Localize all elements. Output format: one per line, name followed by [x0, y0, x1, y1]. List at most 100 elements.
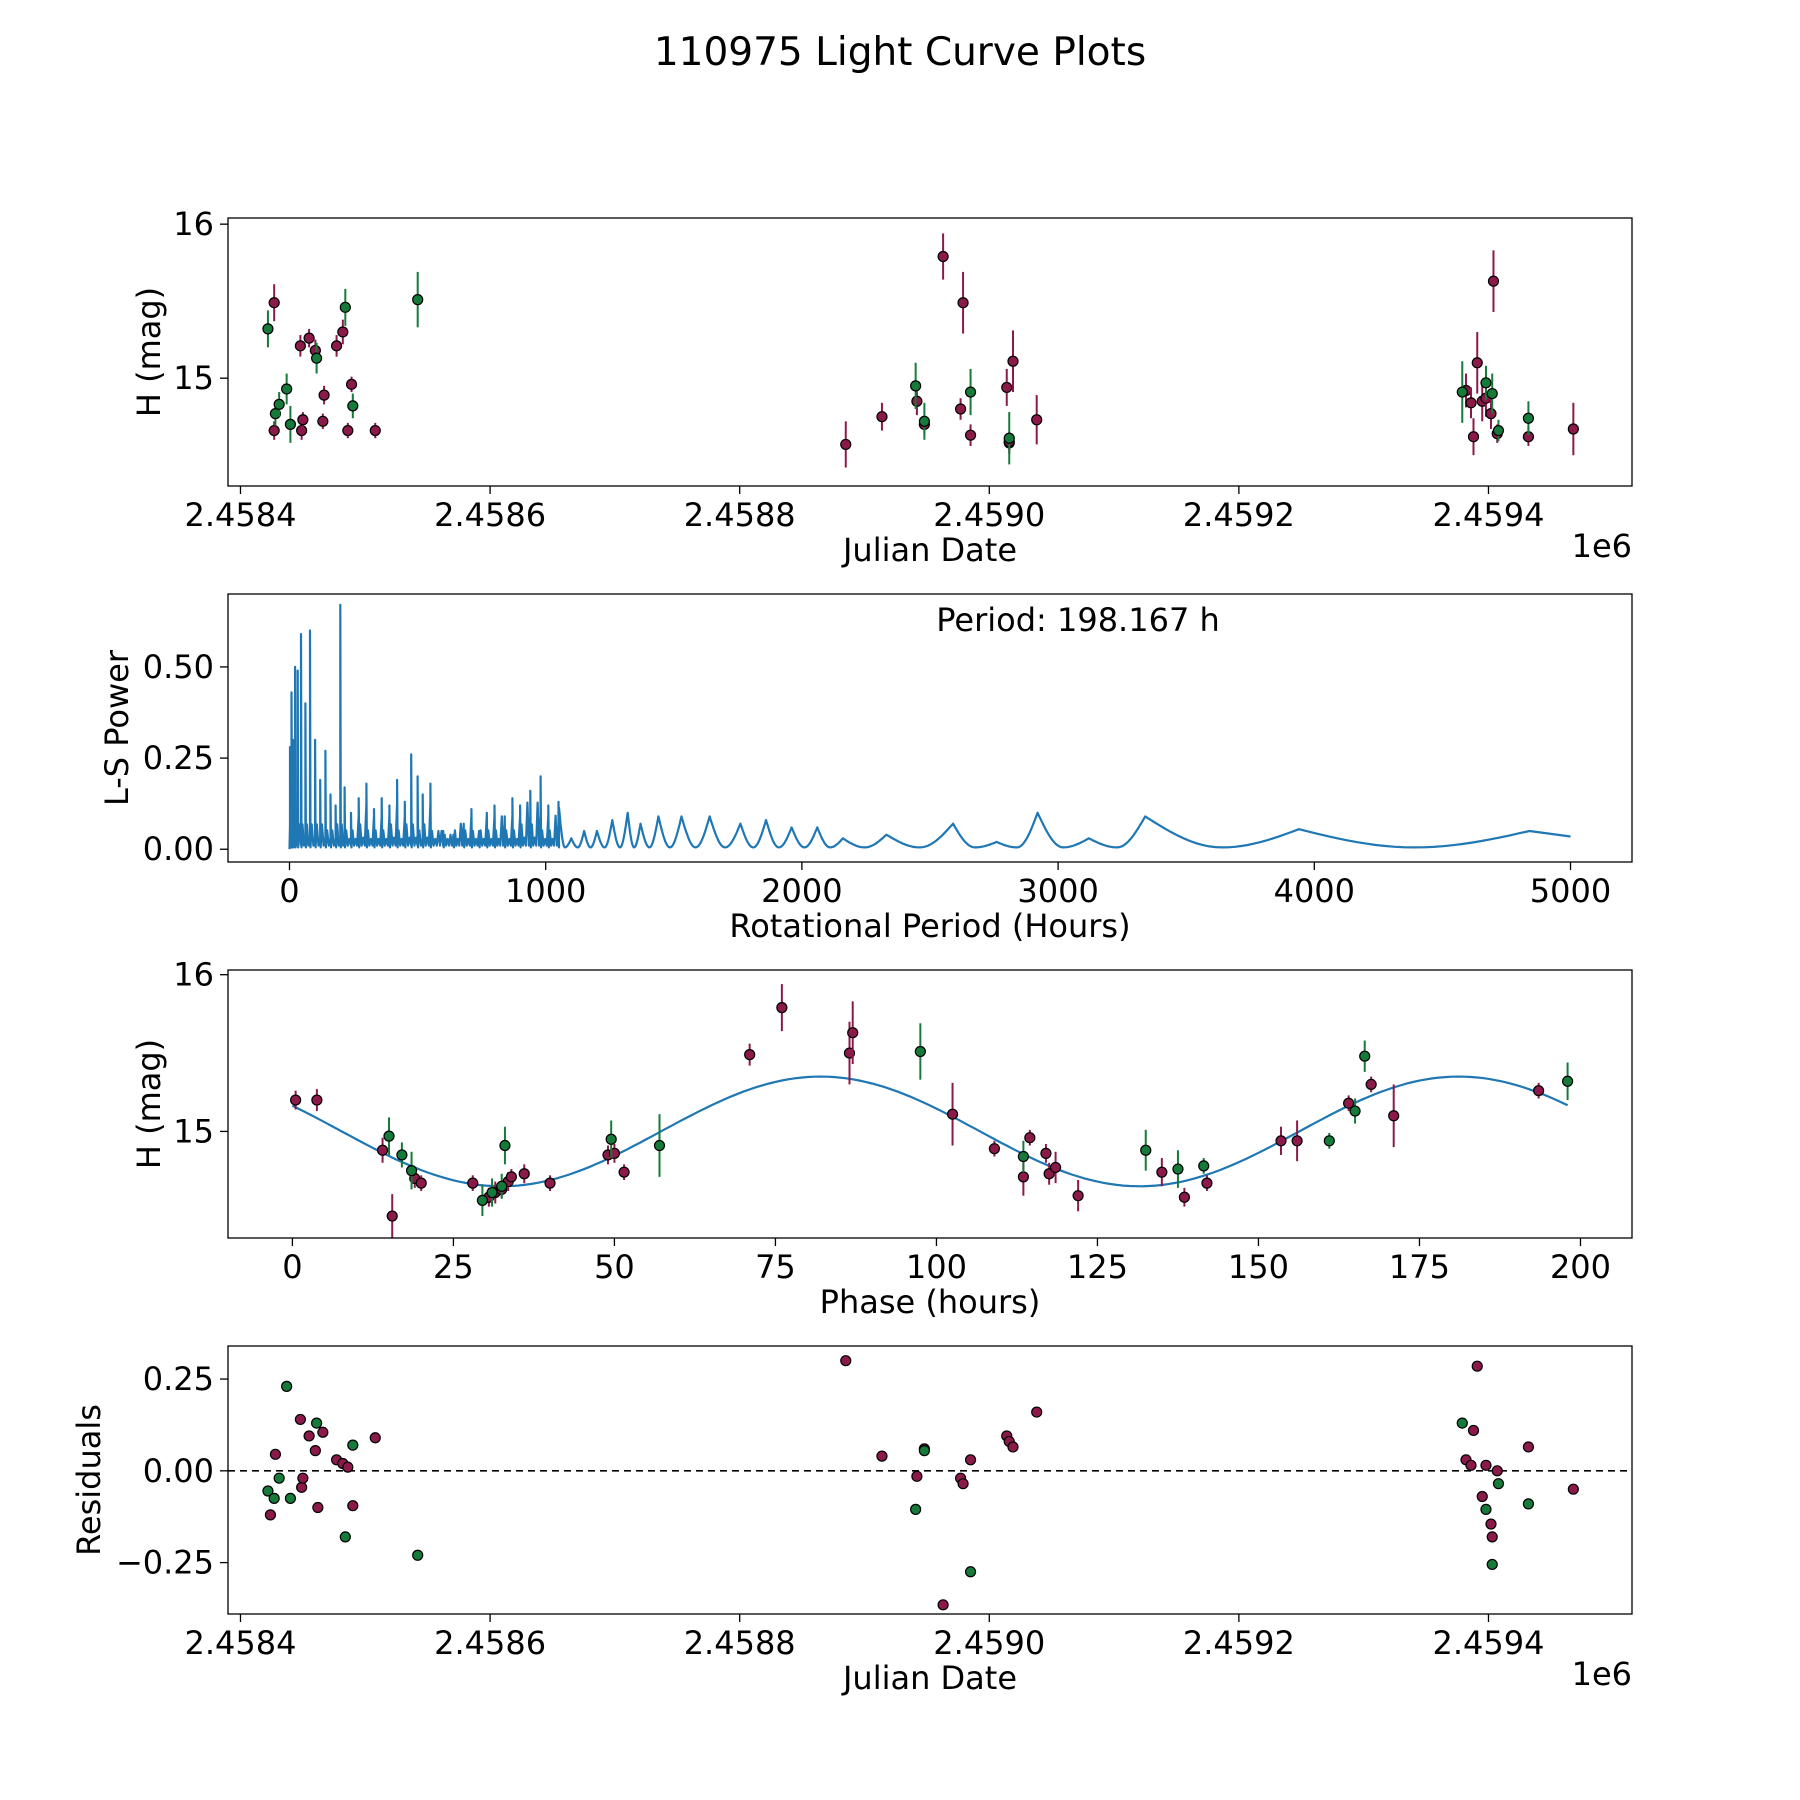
residuals-point-green — [268, 1492, 280, 1504]
phased-point-green — [1349, 1105, 1361, 1117]
residuals-ylabel: Residuals — [70, 1404, 108, 1556]
lightcurve-point-green — [918, 415, 930, 427]
residuals-point-green — [284, 1492, 296, 1504]
periodogram-ytick-label: 0.25 — [143, 739, 214, 777]
lightcurve-point-green — [1003, 432, 1015, 444]
residuals-point-green — [273, 1472, 285, 1484]
panel-phased: 0 25 50 75 100 125 150 175 200 15 16 Phase (hours)… — [130, 956, 1633, 1321]
phased-xtick-label: 200 — [1550, 1248, 1611, 1286]
residuals-point-red — [296, 1481, 308, 1493]
phased-xlabel: Phase (hours) — [820, 1283, 1041, 1321]
lightcurve-point-green — [262, 323, 274, 335]
lightcurve-point-red — [1485, 408, 1497, 420]
residuals-ytick-label: 0.00 — [143, 1452, 214, 1490]
lightcurve-point-red — [297, 414, 309, 426]
lightcurve-point-red — [1467, 431, 1480, 443]
lightcurve-point-green — [412, 294, 424, 306]
residuals-point-green — [281, 1380, 293, 1392]
phased-xtick-label: 150 — [1228, 1248, 1289, 1286]
lightcurve-point-red — [911, 395, 923, 407]
lightcurve-point-red — [296, 424, 308, 437]
periodogram-series-line — [288, 603, 1571, 850]
phased-point-green — [1359, 1050, 1371, 1062]
residuals-point-red — [309, 1445, 321, 1457]
phased-ytick-label: 16 — [173, 956, 214, 994]
periodogram-xtick-label: 0 — [279, 872, 299, 910]
residuals-point-green — [1522, 1498, 1535, 1510]
residuals-point-red — [1007, 1441, 1019, 1453]
residuals-point-red — [911, 1470, 923, 1482]
lightcurve-point-green — [964, 386, 977, 398]
lightcurve-point-red — [1471, 357, 1483, 369]
phased-point-red — [988, 1143, 1001, 1155]
lightcurve-point-red — [317, 415, 329, 427]
phased-point-red — [311, 1094, 323, 1106]
phased-point-red — [1275, 1135, 1287, 1147]
lightcurve-xtick-label: 2.4594 — [1432, 496, 1544, 534]
periodogram-xtick-label: 4000 — [1274, 872, 1355, 910]
periodogram-axes-frame — [227, 593, 1633, 863]
residuals-point-green — [918, 1445, 930, 1457]
phased-point-red — [290, 1094, 302, 1106]
residuals-point-red — [1486, 1531, 1498, 1543]
residuals-point-red — [840, 1355, 852, 1367]
phased-point-red — [847, 1027, 859, 1039]
lightcurve-marks — [262, 233, 1579, 468]
lightcurve-point-red — [957, 297, 969, 309]
residuals-ticks: 2.4584 2.4586 2.4588 2.4590 2.4592 2.4594 −0.2… — [116, 1360, 1545, 1662]
lightcurve-point-red — [876, 411, 888, 423]
phased-point-green — [914, 1045, 926, 1058]
lightcurve-point-red — [1567, 423, 1579, 435]
residuals-xtick-label: 2.4586 — [434, 1624, 546, 1662]
lightcurve-point-red — [318, 389, 330, 401]
lightcurve-ytick-label: 16 — [173, 205, 214, 243]
residuals-point-green — [1486, 1558, 1498, 1571]
phased-point-red — [518, 1168, 530, 1180]
residuals-point-red — [1476, 1490, 1488, 1503]
lightcurve-xlabel: Julian Date — [841, 531, 1017, 569]
lightcurve-ylabel: H (mag) — [130, 287, 168, 417]
phased-xtick-label: 25 — [433, 1248, 474, 1286]
lightcurve-xtick-label: 2.4588 — [684, 496, 796, 534]
lightcurve-point-green — [339, 301, 351, 313]
lightcurve-point-green — [269, 408, 282, 420]
periodogram-xtick-label: 5000 — [1530, 872, 1611, 910]
lightcurve-point-green — [311, 352, 323, 364]
residuals-point-red — [1485, 1518, 1497, 1530]
residuals-point-red — [303, 1430, 315, 1442]
phased-point-green — [383, 1130, 395, 1142]
lightcurve-point-red — [345, 378, 358, 390]
residuals-point-red — [1567, 1483, 1579, 1495]
phased-marks — [290, 984, 1574, 1238]
phased-xtick-label: 75 — [755, 1248, 796, 1286]
residuals-point-green — [910, 1503, 922, 1515]
residuals-point-red — [1471, 1360, 1483, 1372]
residuals-point-green — [1456, 1417, 1468, 1429]
residuals-point-red — [297, 1472, 309, 1484]
phased-point-green — [396, 1149, 408, 1161]
residuals-point-red — [964, 1454, 977, 1466]
phased-point-red — [415, 1177, 427, 1189]
residuals-point-red — [1522, 1441, 1535, 1453]
periodogram-xlabel: Rotational Period (Hours) — [729, 907, 1130, 945]
lightcurve-point-red — [369, 424, 381, 437]
residuals-point-red — [342, 1461, 354, 1473]
phased-point-red — [1343, 1097, 1355, 1109]
phased-point-green — [605, 1133, 617, 1145]
lightcurve-point-green — [284, 418, 296, 430]
residuals-point-green — [964, 1566, 977, 1578]
lightcurve-point-green — [1522, 412, 1535, 424]
residuals-point-red — [312, 1501, 324, 1514]
phased-point-red — [1291, 1135, 1303, 1147]
lightcurve-point-green — [1492, 424, 1505, 437]
residuals-axes-frame — [227, 1345, 1633, 1615]
lightcurve-point-red — [268, 297, 280, 309]
residuals-point-green — [339, 1531, 351, 1543]
lightcurve-point-red — [268, 424, 280, 437]
panel-residuals: 2.4584 2.4586 2.4588 2.4590 2.4592 2.4594 −0.2… — [70, 1345, 1633, 1697]
residuals-point-green — [1480, 1503, 1492, 1515]
periodogram-ticks: 0 1000 2000 3000 4000 5000 0.00 0.25 0.50 — [143, 648, 1611, 910]
residuals-point-green — [347, 1439, 359, 1451]
lightcurve-point-red — [840, 438, 852, 451]
residuals-ytick-label: −0.25 — [116, 1544, 214, 1582]
